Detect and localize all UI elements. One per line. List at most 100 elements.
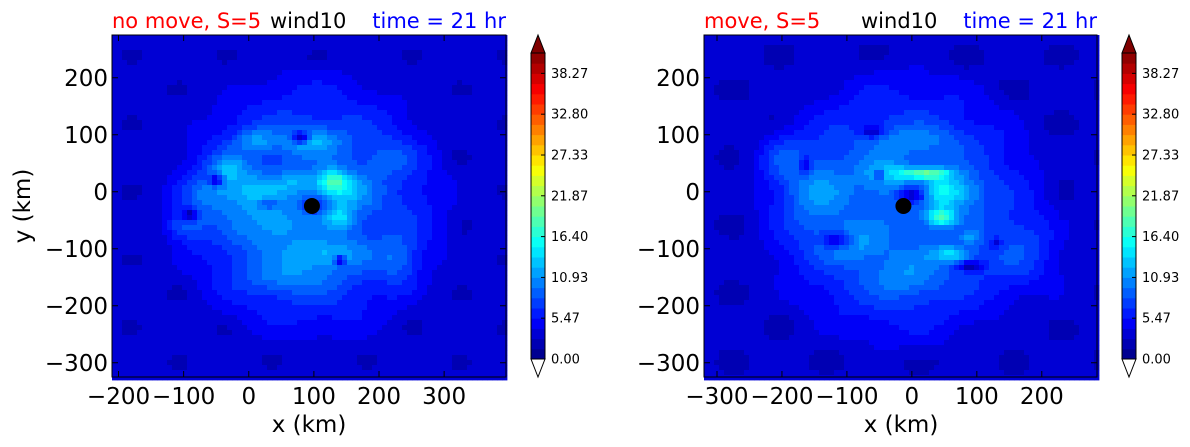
contour-cell (207, 245, 213, 251)
contour-cell (122, 240, 128, 246)
contour-cell (297, 95, 303, 101)
contour-cell (257, 275, 263, 281)
contour-cell (317, 35, 323, 41)
contour-cell (462, 55, 468, 61)
contour-cell (237, 215, 243, 221)
contour-cell (187, 120, 193, 126)
contour-cell (117, 55, 123, 61)
contour-cell (167, 285, 173, 291)
contour-cell (237, 195, 243, 201)
contour-cell (372, 55, 378, 61)
contour-cell (177, 100, 183, 106)
contour-cell (497, 120, 503, 126)
contour-cell (297, 340, 303, 346)
contour-cell (462, 50, 468, 56)
contour-cell (202, 330, 208, 336)
contour-cell (142, 100, 148, 106)
contour-cell (462, 35, 468, 41)
contour-cell (317, 150, 323, 156)
contour-cell (407, 195, 413, 201)
contour-cell (167, 90, 173, 96)
contour-cell (497, 265, 503, 271)
contour-cell (247, 80, 253, 86)
contour-cell (137, 80, 143, 86)
contour-cell (362, 335, 368, 341)
contour-cell (442, 90, 448, 96)
contour-cell (162, 125, 168, 131)
contour-cell (292, 295, 298, 301)
contour-cell (292, 275, 298, 281)
contour-cell (132, 160, 138, 166)
contour-cell (417, 295, 423, 301)
contour-cell (117, 350, 123, 356)
contour-cell (252, 275, 258, 281)
contour-cell (427, 45, 433, 51)
contour-cell (482, 245, 488, 251)
contour-cell (157, 85, 163, 91)
contour-cell (477, 190, 483, 196)
contour-cell (457, 85, 463, 91)
contour-cell (362, 305, 368, 311)
contour-cell (462, 80, 468, 86)
contour-cell (312, 300, 318, 306)
contour-cell (142, 35, 148, 41)
contour-cell (437, 90, 443, 96)
contour-cell (482, 220, 488, 226)
contour-cell (172, 80, 178, 86)
contour-cell (147, 335, 153, 341)
contour-cell (317, 215, 323, 221)
contour-cell (482, 345, 488, 351)
contour-cell (217, 250, 223, 256)
contour-cell (212, 215, 218, 221)
contour-cell (477, 210, 483, 216)
contour-cell (372, 225, 378, 231)
contour-cell (177, 65, 183, 71)
contour-cell (182, 75, 188, 81)
contour-cell (327, 165, 333, 171)
contour-cell (297, 205, 303, 211)
contour-cell (262, 185, 268, 191)
contour-cell (342, 65, 348, 71)
contour-cell (132, 70, 138, 76)
contour-cell (457, 325, 463, 331)
contour-cell (382, 310, 388, 316)
contour-cell (182, 190, 188, 196)
contour-cell (217, 120, 223, 126)
contour-cell (307, 175, 313, 181)
contour-cell (457, 205, 463, 211)
contour-cell (447, 145, 453, 151)
contour-cell (137, 45, 143, 51)
contour-cell (277, 50, 283, 56)
contour-cell (287, 255, 293, 261)
contour-cell (252, 245, 258, 251)
contour-cell (472, 180, 478, 186)
contour-cell (487, 275, 493, 281)
contour-cell (277, 100, 283, 106)
contour-cell (482, 255, 488, 261)
contour-cell (257, 145, 263, 151)
contour-cell (262, 235, 268, 241)
contour-cell (182, 180, 188, 186)
contour-cell (342, 295, 348, 301)
contour-cell (412, 35, 418, 41)
contour-cell (392, 50, 398, 56)
contour-cell (427, 340, 433, 346)
contour-cell (187, 340, 193, 346)
contour-cell (242, 55, 248, 61)
contour-cell (147, 40, 153, 46)
contour-cell (212, 325, 218, 331)
contour-cell (492, 60, 498, 66)
contour-cell (242, 325, 248, 331)
contour-cell (382, 245, 388, 251)
contour-cell (127, 275, 133, 281)
contour-cell (252, 160, 258, 166)
contour-cell (482, 115, 488, 121)
contour-cell (342, 40, 348, 46)
contour-cell (212, 300, 218, 306)
contour-cell (467, 85, 473, 91)
contour-cell (217, 275, 223, 281)
contour-cell (437, 245, 443, 251)
contour-cell (262, 195, 268, 201)
contour-cell (202, 175, 208, 181)
contour-cell (472, 305, 478, 311)
